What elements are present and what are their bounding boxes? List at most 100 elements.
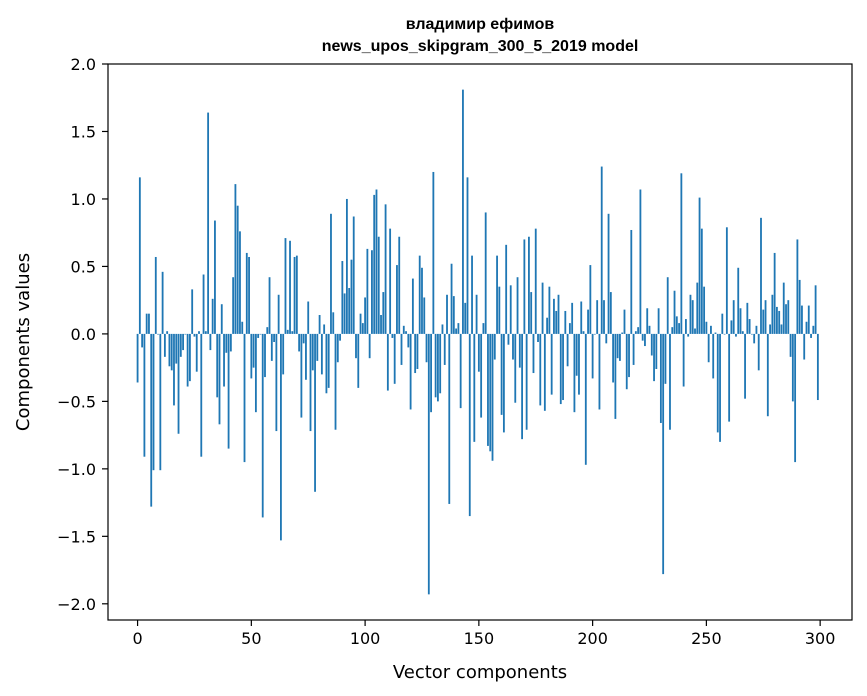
bar-59 bbox=[270, 333, 273, 361]
bar-130 bbox=[432, 171, 435, 334]
bar-11 bbox=[161, 271, 164, 334]
bar-283 bbox=[780, 324, 783, 334]
bar-28 bbox=[200, 333, 203, 457]
bar-0 bbox=[136, 333, 139, 383]
bar-237 bbox=[675, 316, 678, 334]
bar-22 bbox=[186, 333, 189, 387]
bar-147 bbox=[471, 255, 473, 334]
bar-243 bbox=[689, 294, 692, 334]
bar-225 bbox=[648, 325, 651, 334]
y-tick-label: −2.0 bbox=[57, 595, 96, 614]
bar-87 bbox=[334, 333, 337, 430]
bar-45 bbox=[239, 231, 241, 334]
bar-171 bbox=[525, 333, 528, 430]
bar-248 bbox=[700, 228, 703, 334]
bar-230 bbox=[659, 333, 662, 423]
bar-187 bbox=[562, 333, 564, 401]
bar-293 bbox=[803, 333, 806, 360]
bar-67 bbox=[289, 240, 291, 334]
bar-17 bbox=[175, 333, 178, 364]
bar-201 bbox=[593, 333, 596, 335]
bar-221 bbox=[639, 189, 642, 334]
bar-229 bbox=[657, 308, 660, 334]
bar-290 bbox=[796, 239, 799, 334]
bar-207 bbox=[607, 213, 610, 334]
bar-194 bbox=[578, 333, 580, 395]
x-axis-label: Vector components bbox=[393, 662, 567, 683]
bar-176 bbox=[537, 333, 539, 342]
bar-6 bbox=[150, 333, 153, 507]
bar-218 bbox=[632, 333, 635, 365]
bar-97 bbox=[357, 333, 360, 388]
bar-254 bbox=[714, 332, 717, 334]
bar-180 bbox=[546, 317, 549, 334]
bar-30 bbox=[204, 331, 207, 334]
bar-177 bbox=[539, 333, 542, 406]
bar-29 bbox=[202, 274, 205, 334]
bar-178 bbox=[541, 282, 544, 334]
bar-125 bbox=[421, 267, 423, 334]
bar-232 bbox=[664, 333, 667, 384]
bar-34 bbox=[214, 220, 216, 334]
bar-216 bbox=[628, 333, 630, 378]
bar-86 bbox=[332, 312, 335, 334]
chart-title-line1: владимир ефимов bbox=[406, 16, 555, 33]
bar-190 bbox=[568, 323, 571, 334]
bar-132 bbox=[437, 333, 439, 402]
bar-20 bbox=[182, 333, 184, 351]
bar-250 bbox=[705, 321, 708, 334]
bar-142 bbox=[459, 333, 462, 409]
y-tick-label: 1.5 bbox=[71, 122, 96, 141]
bar-193 bbox=[575, 333, 578, 376]
bar-110 bbox=[386, 333, 389, 391]
bar-117 bbox=[402, 325, 405, 334]
bar-40 bbox=[227, 333, 230, 449]
bar-44 bbox=[236, 205, 239, 334]
bar-241 bbox=[685, 319, 687, 334]
bar-104 bbox=[373, 194, 376, 334]
bar-131 bbox=[434, 333, 437, 398]
bar-163 bbox=[507, 333, 510, 345]
bar-196 bbox=[582, 331, 585, 334]
bar-282 bbox=[778, 310, 781, 334]
bar-113 bbox=[393, 333, 396, 384]
bar-118 bbox=[405, 331, 407, 334]
bar-168 bbox=[518, 333, 521, 368]
bar-109 bbox=[384, 204, 387, 334]
bar-39 bbox=[225, 333, 228, 353]
bar-92 bbox=[345, 198, 348, 334]
bar-31 bbox=[207, 112, 210, 334]
bar-100 bbox=[364, 297, 367, 334]
x-tick-label: 100 bbox=[350, 629, 381, 648]
bar-111 bbox=[389, 228, 392, 334]
bar-261 bbox=[730, 320, 733, 334]
bar-167 bbox=[516, 277, 519, 334]
bar-54 bbox=[259, 333, 262, 335]
bar-257 bbox=[721, 313, 724, 334]
bar-226 bbox=[650, 333, 653, 356]
bar-136 bbox=[446, 294, 448, 334]
bar-14 bbox=[168, 333, 171, 367]
bar-149 bbox=[475, 294, 478, 334]
x-tick-label: 250 bbox=[691, 629, 722, 648]
bar-210 bbox=[614, 333, 617, 419]
bar-81 bbox=[320, 333, 323, 375]
bar-79 bbox=[316, 333, 319, 361]
bar-90 bbox=[341, 261, 344, 334]
bar-199 bbox=[589, 265, 592, 334]
bar-152 bbox=[482, 323, 485, 334]
bar-164 bbox=[509, 285, 512, 334]
x-tick-label: 0 bbox=[132, 629, 142, 648]
bar-295 bbox=[807, 305, 810, 334]
bar-119 bbox=[407, 333, 410, 348]
bar-269 bbox=[748, 319, 751, 334]
bar-134 bbox=[441, 324, 444, 334]
bar-126 bbox=[423, 297, 426, 334]
bar-105 bbox=[375, 189, 378, 334]
bar-182 bbox=[550, 333, 553, 395]
bar-238 bbox=[678, 323, 680, 334]
bar-64 bbox=[282, 333, 285, 375]
bar-209 bbox=[612, 333, 615, 383]
bar-281 bbox=[776, 306, 778, 334]
bar-51 bbox=[252, 333, 255, 368]
